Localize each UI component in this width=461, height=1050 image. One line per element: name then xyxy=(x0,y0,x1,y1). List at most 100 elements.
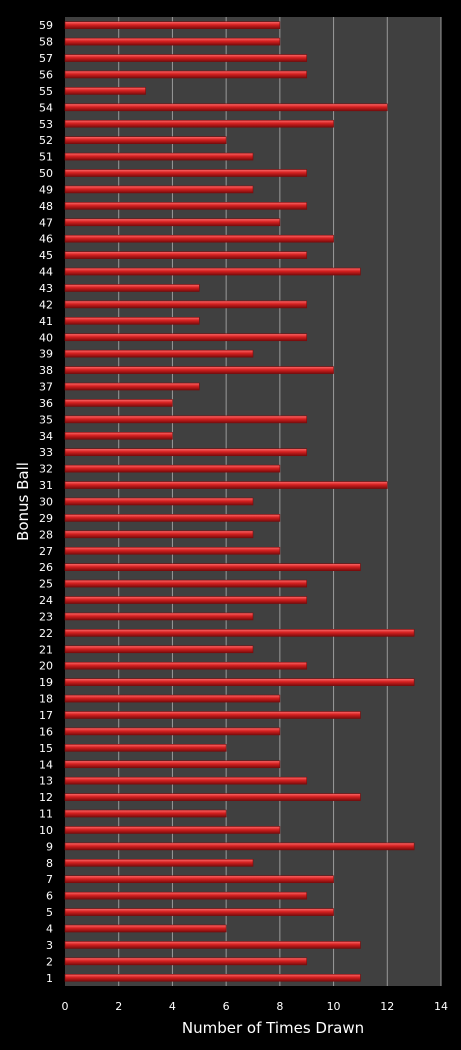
bar-26 xyxy=(64,563,361,571)
x-tick-label: 4 xyxy=(169,1000,176,1013)
bar-44 xyxy=(64,267,361,276)
y-tick-label: 11 xyxy=(39,808,53,821)
bar-19 xyxy=(64,678,415,686)
y-tick-label: 5 xyxy=(46,906,53,919)
bar-22 xyxy=(64,629,415,637)
bar-31 xyxy=(64,481,388,489)
y-tick-label: 31 xyxy=(39,479,53,492)
x-tick-label: 8 xyxy=(276,1000,283,1013)
y-tick-label: 17 xyxy=(39,709,53,722)
bar-49 xyxy=(64,185,254,194)
bar-4 xyxy=(64,924,227,933)
bar-56 xyxy=(64,70,308,79)
bars xyxy=(64,21,415,982)
y-tick-label: 8 xyxy=(46,857,53,870)
bar-12 xyxy=(64,793,361,801)
y-tick-label: 35 xyxy=(39,413,53,426)
y-tick-label: 50 xyxy=(39,167,53,180)
y-tick-label: 41 xyxy=(39,315,53,328)
y-tick-label: 28 xyxy=(39,528,53,541)
y-tick-label: 10 xyxy=(39,824,53,837)
bar-18 xyxy=(64,694,281,703)
bar-55 xyxy=(64,87,146,95)
bar-36 xyxy=(64,399,173,407)
bar-15 xyxy=(64,744,227,752)
bar-52 xyxy=(64,136,227,144)
bar-16 xyxy=(64,727,281,736)
x-tick-label: 14 xyxy=(434,1000,448,1013)
y-tick-label: 27 xyxy=(39,545,53,558)
y-tick-label: 29 xyxy=(39,512,53,525)
y-tick-label: 45 xyxy=(39,249,53,262)
y-tick-label: 1 xyxy=(46,972,53,985)
bar-23 xyxy=(64,612,254,621)
y-tick-label: 36 xyxy=(39,397,53,410)
bar-41 xyxy=(64,317,200,325)
bar-24 xyxy=(64,596,308,604)
x-tick-label: 0 xyxy=(62,1000,69,1013)
y-tick-label: 14 xyxy=(39,758,53,771)
bar-34 xyxy=(64,432,173,440)
y-tick-label: 25 xyxy=(39,578,53,591)
bar-46 xyxy=(64,234,334,243)
y-tick-label: 24 xyxy=(39,594,53,607)
bar-57 xyxy=(64,54,308,62)
y-tick-label: 37 xyxy=(39,381,53,394)
y-tick-label: 43 xyxy=(39,282,53,295)
bar-8 xyxy=(64,859,254,867)
bar-5 xyxy=(64,908,334,916)
bar-32 xyxy=(64,464,281,473)
bar-43 xyxy=(64,284,200,292)
y-tick-label: 44 xyxy=(39,266,53,279)
bar-35 xyxy=(64,415,308,424)
bar-13 xyxy=(64,776,308,785)
y-tick-label: 4 xyxy=(46,923,53,936)
y-tick-label: 49 xyxy=(39,183,53,196)
y-tick-label: 2 xyxy=(46,955,53,968)
y-tick-label: 34 xyxy=(39,430,53,443)
y-tick-label: 56 xyxy=(39,68,53,81)
y-tick-label: 59 xyxy=(39,19,53,32)
y-tick-label: 26 xyxy=(39,561,53,574)
bar-17 xyxy=(64,711,361,719)
y-tick-label: 21 xyxy=(39,643,53,656)
bar-11 xyxy=(64,809,227,818)
x-tick-label: 10 xyxy=(327,1000,341,1013)
bar-1 xyxy=(64,973,361,982)
bar-20 xyxy=(64,661,308,670)
bar-14 xyxy=(64,760,281,769)
x-tick-label: 6 xyxy=(223,1000,230,1013)
y-tick-label: 51 xyxy=(39,151,53,164)
bar-3 xyxy=(64,941,361,949)
bar-54 xyxy=(64,103,388,112)
bar-21 xyxy=(64,645,254,654)
y-tick-label: 9 xyxy=(46,840,53,853)
x-tick-label: 12 xyxy=(380,1000,394,1013)
bar-45 xyxy=(64,251,308,259)
y-tick-label: 52 xyxy=(39,134,53,147)
bar-51 xyxy=(64,152,254,161)
y-tick-label: 39 xyxy=(39,348,53,361)
bar-6 xyxy=(64,891,308,900)
y-tick-label: 55 xyxy=(39,85,53,98)
y-tick-label: 20 xyxy=(39,660,53,673)
y-tick-label: 16 xyxy=(39,725,53,738)
y-tick-label: 3 xyxy=(46,939,53,952)
y-tick-label: 33 xyxy=(39,446,53,459)
y-tick-label: 58 xyxy=(39,36,53,49)
bar-53 xyxy=(64,119,334,128)
bar-58 xyxy=(64,37,281,46)
y-tick-label: 46 xyxy=(39,233,53,246)
bar-30 xyxy=(64,497,254,506)
y-tick-label: 19 xyxy=(39,676,53,689)
bar-33 xyxy=(64,448,308,457)
y-tick-labels: 1234567891011121314151617181920212223242… xyxy=(39,19,53,985)
y-tick-label: 47 xyxy=(39,216,53,229)
x-axis-title: Number of Times Drawn xyxy=(182,1019,364,1037)
bar-29 xyxy=(64,514,281,522)
y-tick-label: 18 xyxy=(39,693,53,706)
bar-40 xyxy=(64,333,308,342)
y-tick-label: 32 xyxy=(39,463,53,476)
